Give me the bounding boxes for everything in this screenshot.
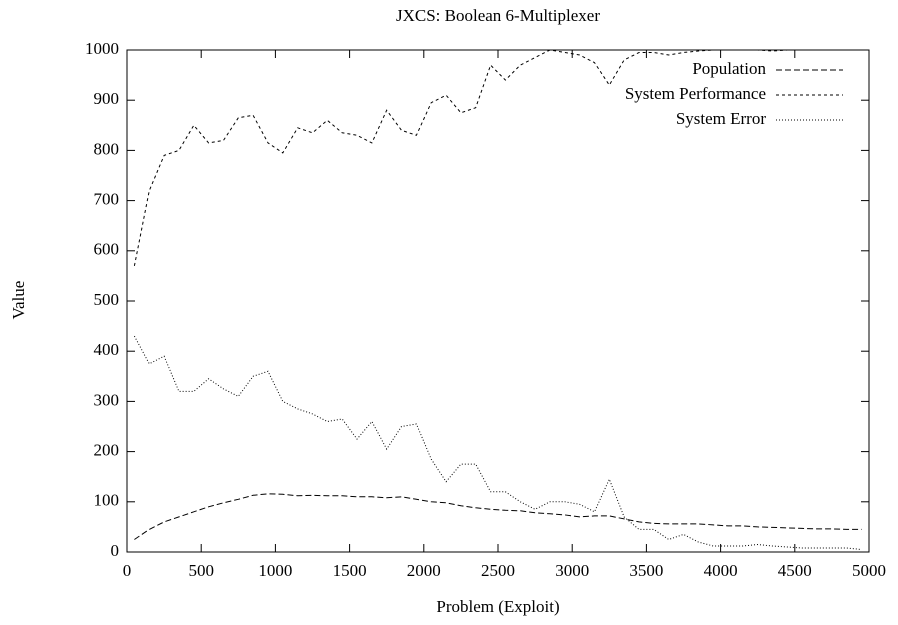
x-tick-label: 2000 [407, 561, 441, 580]
x-tick-label: 2500 [481, 561, 515, 580]
y-tick-label: 1000 [85, 39, 119, 58]
y-tick-label: 900 [94, 89, 120, 108]
y-tick-label: 200 [94, 441, 120, 460]
y-tick-label: 300 [94, 390, 120, 409]
x-tick-label: 1000 [258, 561, 292, 580]
x-tick-label: 0 [123, 561, 132, 580]
legend-label: System Error [676, 109, 767, 128]
y-tick-label: 500 [94, 290, 120, 309]
x-tick-label: 5000 [852, 561, 886, 580]
x-tick-label: 4000 [704, 561, 738, 580]
x-tick-label: 1500 [333, 561, 367, 580]
x-tick-label: 3500 [629, 561, 663, 580]
y-tick-label: 800 [94, 139, 120, 158]
chart-title: JXCS: Boolean 6-Multiplexer [396, 6, 600, 25]
legend-label: System Performance [625, 84, 766, 103]
y-tick-label: 600 [94, 240, 120, 259]
y-tick-label: 700 [94, 190, 120, 209]
series-line [133, 335, 862, 550]
x-tick-label: 4500 [778, 561, 812, 580]
y-tick-label: 400 [94, 340, 120, 359]
y-tick-label: 0 [111, 541, 120, 560]
x-axis-label: Problem (Exploit) [436, 597, 559, 616]
x-tick-label: 500 [188, 561, 214, 580]
legend-label: Population [692, 59, 766, 78]
x-tick-label: 3000 [555, 561, 589, 580]
series-line [134, 493, 862, 540]
y-tick-label: 100 [94, 491, 120, 510]
series-line [133, 49, 862, 266]
y-axis-label: Value [9, 281, 28, 320]
